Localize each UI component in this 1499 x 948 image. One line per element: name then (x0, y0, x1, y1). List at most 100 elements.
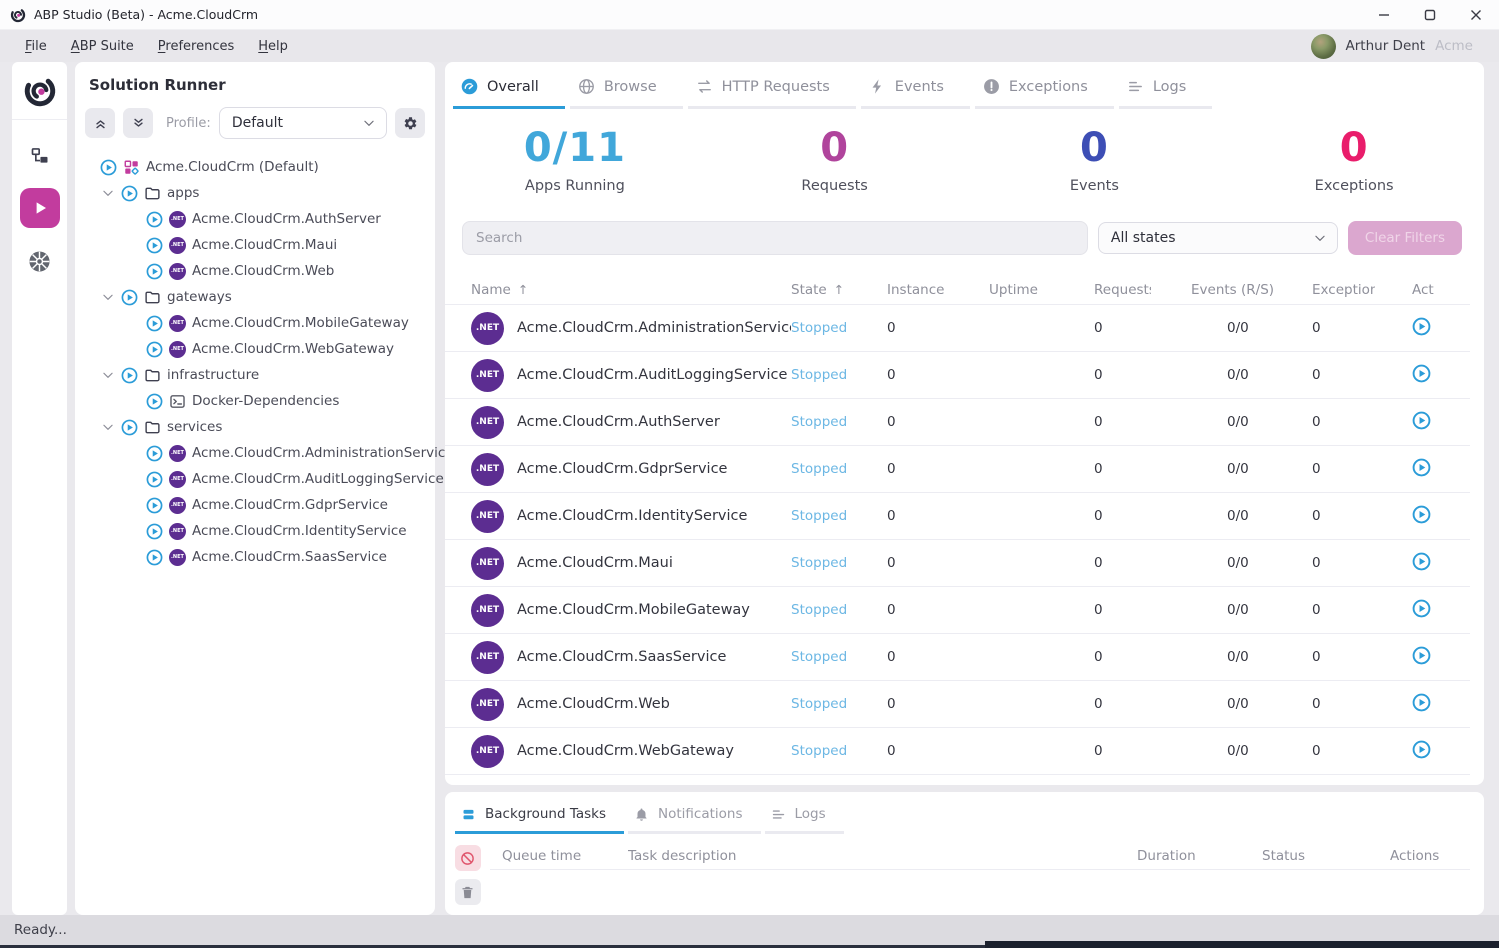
tree-item-acme-cloudcrm-authserver[interactable]: .NET Acme.CloudCrm.AuthServer (75, 206, 435, 232)
run-play-icon[interactable] (146, 497, 163, 514)
table-row: .NET Acme.CloudCrm.IdentityService Stopped… (445, 493, 1470, 540)
tree-item-docker-dependencies[interactable]: Docker-Dependencies (75, 388, 435, 414)
start-app-button[interactable] (1412, 364, 1431, 383)
menu-abp-suite[interactable]: ABP Suite (70, 38, 134, 54)
user-box[interactable]: Arthur Dent Acme (1310, 33, 1483, 59)
maximize-button[interactable] (1407, 0, 1453, 29)
minimize-button[interactable] (1361, 0, 1407, 29)
column-header-name[interactable]: Name ↑ (471, 282, 791, 298)
run-play-icon[interactable] (146, 471, 163, 488)
start-app-button[interactable] (1412, 646, 1431, 665)
tree-item-acme-cloudcrm-gdprservice[interactable]: .NET Acme.CloudCrm.GdprService (75, 492, 435, 518)
tree-expand-chevron-icon[interactable] (101, 420, 115, 434)
run-play-icon[interactable] (146, 549, 163, 566)
state-badge: Stopped (791, 414, 848, 430)
tab-background-tasks[interactable]: Background Tasks (455, 802, 624, 834)
dotnet-icon: .NET (169, 522, 186, 540)
double-chevron-up-icon (93, 116, 108, 131)
column-header-events-r-s: Events (R/S) (1191, 282, 1312, 298)
tree-item-services[interactable]: services (75, 414, 435, 440)
tree-item-infrastructure[interactable]: infrastructure (75, 362, 435, 388)
collapse-all-button[interactable] (85, 108, 115, 138)
solution-tree: Acme.CloudCrm (Default) apps .NET Acme.Clou… (75, 154, 454, 570)
start-app-button[interactable] (1412, 740, 1431, 759)
tree-item-acme-cloudcrm-auditloggingservice[interactable]: .NET Acme.CloudCrm.AuditLoggingService (75, 466, 444, 492)
run-play-icon[interactable] (121, 367, 138, 384)
tab-notifications[interactable]: Notifications (628, 802, 761, 834)
kubernetes-icon[interactable] (28, 250, 51, 273)
column-header-instance: Instance (887, 282, 989, 298)
close-button[interactable] (1453, 0, 1499, 29)
run-play-icon[interactable] (146, 445, 163, 462)
state-badge: Stopped (791, 508, 848, 524)
run-play-icon[interactable] (146, 523, 163, 540)
cancel-all-tasks-button[interactable] (454, 845, 481, 871)
start-app-button[interactable] (1412, 411, 1431, 430)
start-app-button[interactable] (1412, 317, 1431, 336)
tab-events[interactable]: Events (860, 74, 970, 109)
run-play-icon[interactable] (146, 237, 163, 254)
tab-browse[interactable]: Browse (569, 74, 683, 109)
exceptions-value: 0 (1312, 414, 1321, 430)
run-play-icon[interactable] (146, 263, 163, 280)
start-app-button[interactable] (1412, 505, 1431, 524)
tree-item-acme-cloudcrm-identityservice[interactable]: .NET Acme.CloudCrm.IdentityService (75, 518, 435, 544)
run-play-icon[interactable] (146, 393, 163, 410)
tree-item-acme-cloudcrm-maui[interactable]: .NET Acme.CloudCrm.Maui (75, 232, 435, 258)
tree-item-acme-cloudcrm-default[interactable]: Acme.CloudCrm (Default) (75, 154, 435, 180)
tree-item-acme-cloudcrm-administrationservice[interactable]: .NET Acme.CloudCrm.AdministrationService (75, 440, 454, 466)
globe-icon (578, 78, 595, 95)
clear-filters-button[interactable]: Clear Filters (1347, 221, 1462, 255)
tab-overall[interactable]: Overall (453, 74, 565, 109)
solution-explorer-icon[interactable] (30, 146, 50, 166)
stack-icon (461, 807, 476, 822)
search-input[interactable] (462, 221, 1088, 255)
tree-expand-chevron-icon[interactable] (101, 368, 115, 382)
tree-expand-chevron-icon[interactable] (101, 290, 115, 304)
stat-apps-running: 0/11 Apps Running (445, 125, 705, 194)
start-app-button[interactable] (1412, 599, 1431, 618)
menu-mnemonic: P (157, 38, 166, 54)
expand-all-button[interactable] (123, 108, 153, 138)
tree-item-acme-cloudcrm-webgateway[interactable]: .NET Acme.CloudCrm.WebGateway (75, 336, 435, 362)
dotnet-icon: .NET (169, 314, 186, 332)
run-play-icon[interactable] (146, 341, 163, 358)
start-app-button[interactable] (1412, 552, 1431, 571)
tree-item-acme-cloudcrm-mobilegateway[interactable]: .NET Acme.CloudCrm.MobileGateway (75, 310, 435, 336)
run-play-icon[interactable] (121, 419, 138, 436)
tab-logs[interactable]: Logs (764, 802, 844, 834)
events-value: 0/0 (1227, 696, 1249, 712)
run-play-icon[interactable] (146, 315, 163, 332)
menu-help[interactable]: Help (258, 38, 288, 54)
instance-value: 0 (887, 461, 896, 477)
tab-logs[interactable]: Logs (1118, 74, 1213, 109)
rail-divider (12, 119, 67, 120)
start-app-button[interactable] (1412, 458, 1431, 477)
dotnet-icon: .NET (471, 405, 504, 439)
menu-file[interactable]: File (25, 38, 47, 54)
tree-item-apps[interactable]: apps (75, 180, 435, 206)
solution-runner-button[interactable] (19, 188, 60, 228)
run-play-icon[interactable] (146, 211, 163, 228)
clear-tasks-button[interactable] (454, 879, 481, 905)
profile-select[interactable]: Default (218, 107, 387, 139)
tree-item-acme-cloudcrm-saasservice[interactable]: .NET Acme.CloudCrm.SaasService (75, 544, 435, 570)
tree-item-acme-cloudcrm-web[interactable]: .NET Acme.CloudCrm.Web (75, 258, 435, 284)
requests-value: 0 (1094, 602, 1103, 618)
run-play-icon[interactable] (121, 289, 138, 306)
tab-http-requests[interactable]: HTTP Requests (687, 74, 856, 109)
menu-preferences[interactable]: Preferences (157, 38, 235, 54)
runner-settings-button[interactable] (395, 108, 425, 138)
bottom-tabs: Background Tasks Notifications Logs (445, 792, 1484, 834)
activity-bar (12, 62, 67, 915)
bottom-panel: Background Tasks Notifications Logs Queue … (445, 792, 1484, 915)
tree-item-gateways[interactable]: gateways (75, 284, 435, 310)
state-filter-select[interactable]: All states (1097, 222, 1338, 254)
events-value: 0/0 (1227, 743, 1249, 759)
run-play-icon[interactable] (100, 159, 117, 176)
run-play-icon[interactable] (121, 185, 138, 202)
column-header-state[interactable]: State ↑ (791, 282, 887, 298)
tab-exceptions[interactable]: Exceptions (974, 74, 1114, 109)
tree-expand-chevron-icon[interactable] (101, 186, 115, 200)
start-app-button[interactable] (1412, 693, 1431, 712)
